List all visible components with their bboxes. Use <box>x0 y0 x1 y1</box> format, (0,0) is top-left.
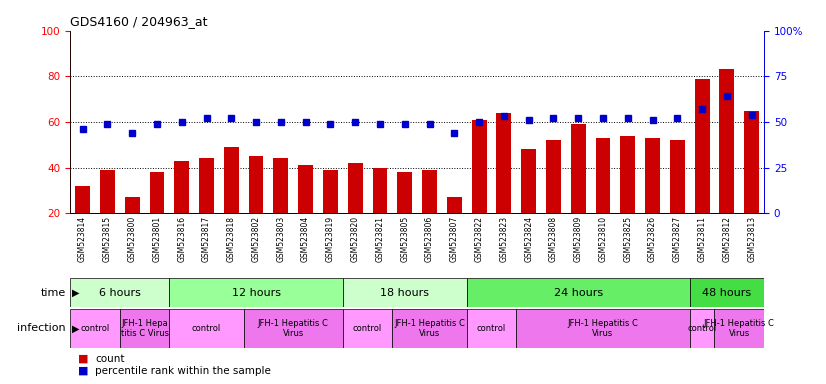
Bar <box>75 186 90 259</box>
Text: infection: infection <box>17 323 66 333</box>
Bar <box>690 309 714 348</box>
Bar <box>244 309 343 348</box>
Bar <box>70 309 120 348</box>
Bar <box>397 172 412 259</box>
Bar <box>521 149 536 259</box>
Text: 24 hours: 24 hours <box>553 288 603 298</box>
Text: percentile rank within the sample: percentile rank within the sample <box>95 366 271 376</box>
Bar <box>496 113 511 259</box>
Bar <box>120 309 169 348</box>
Text: control: control <box>192 324 221 333</box>
Bar <box>298 165 313 259</box>
Bar <box>373 167 387 259</box>
Bar <box>174 161 189 259</box>
Bar <box>546 140 561 259</box>
Text: time: time <box>40 288 66 298</box>
Text: count: count <box>95 354 125 364</box>
Bar <box>100 170 115 259</box>
Bar <box>323 170 338 259</box>
Bar <box>714 309 764 348</box>
Text: 48 hours: 48 hours <box>702 288 752 298</box>
Bar <box>472 120 487 259</box>
Text: JFH-1 Hepa
titis C Virus: JFH-1 Hepa titis C Virus <box>121 319 169 338</box>
Bar <box>125 197 140 259</box>
Text: ▶: ▶ <box>72 323 79 333</box>
Text: JFH-1 Hepatitis C
Virus: JFH-1 Hepatitis C Virus <box>258 319 329 338</box>
Text: JFH-1 Hepatitis C
Virus: JFH-1 Hepatitis C Virus <box>704 319 775 338</box>
Bar <box>224 147 239 259</box>
Bar <box>719 70 734 259</box>
Bar <box>348 163 363 259</box>
Bar <box>467 309 516 348</box>
Bar <box>447 197 462 259</box>
Bar <box>645 138 660 259</box>
Text: 12 hours: 12 hours <box>231 288 281 298</box>
Bar <box>690 278 764 307</box>
Text: control: control <box>353 324 382 333</box>
Bar <box>596 138 610 259</box>
Bar <box>343 278 467 307</box>
Bar <box>516 309 690 348</box>
Text: 18 hours: 18 hours <box>380 288 430 298</box>
Bar <box>744 111 759 259</box>
Bar <box>70 278 169 307</box>
Bar <box>695 79 710 259</box>
Text: JFH-1 Hepatitis C
Virus: JFH-1 Hepatitis C Virus <box>394 319 465 338</box>
Bar <box>343 309 392 348</box>
Bar <box>169 278 343 307</box>
Bar <box>273 159 288 259</box>
Text: 6 hours: 6 hours <box>99 288 140 298</box>
Text: control: control <box>80 324 110 333</box>
Text: control: control <box>477 324 506 333</box>
Bar <box>467 278 690 307</box>
Bar <box>620 136 635 259</box>
Bar <box>169 309 244 348</box>
Text: GDS4160 / 204963_at: GDS4160 / 204963_at <box>70 15 207 28</box>
Text: ■: ■ <box>78 366 89 376</box>
Text: JFH-1 Hepatitis C
Virus: JFH-1 Hepatitis C Virus <box>567 319 638 338</box>
Bar <box>422 170 437 259</box>
Text: ▶: ▶ <box>72 288 79 298</box>
Bar <box>571 124 586 259</box>
Bar <box>670 140 685 259</box>
Text: control: control <box>687 324 717 333</box>
Bar <box>199 159 214 259</box>
Bar <box>249 156 263 259</box>
Bar <box>150 172 164 259</box>
Bar <box>392 309 467 348</box>
Text: ■: ■ <box>78 354 89 364</box>
